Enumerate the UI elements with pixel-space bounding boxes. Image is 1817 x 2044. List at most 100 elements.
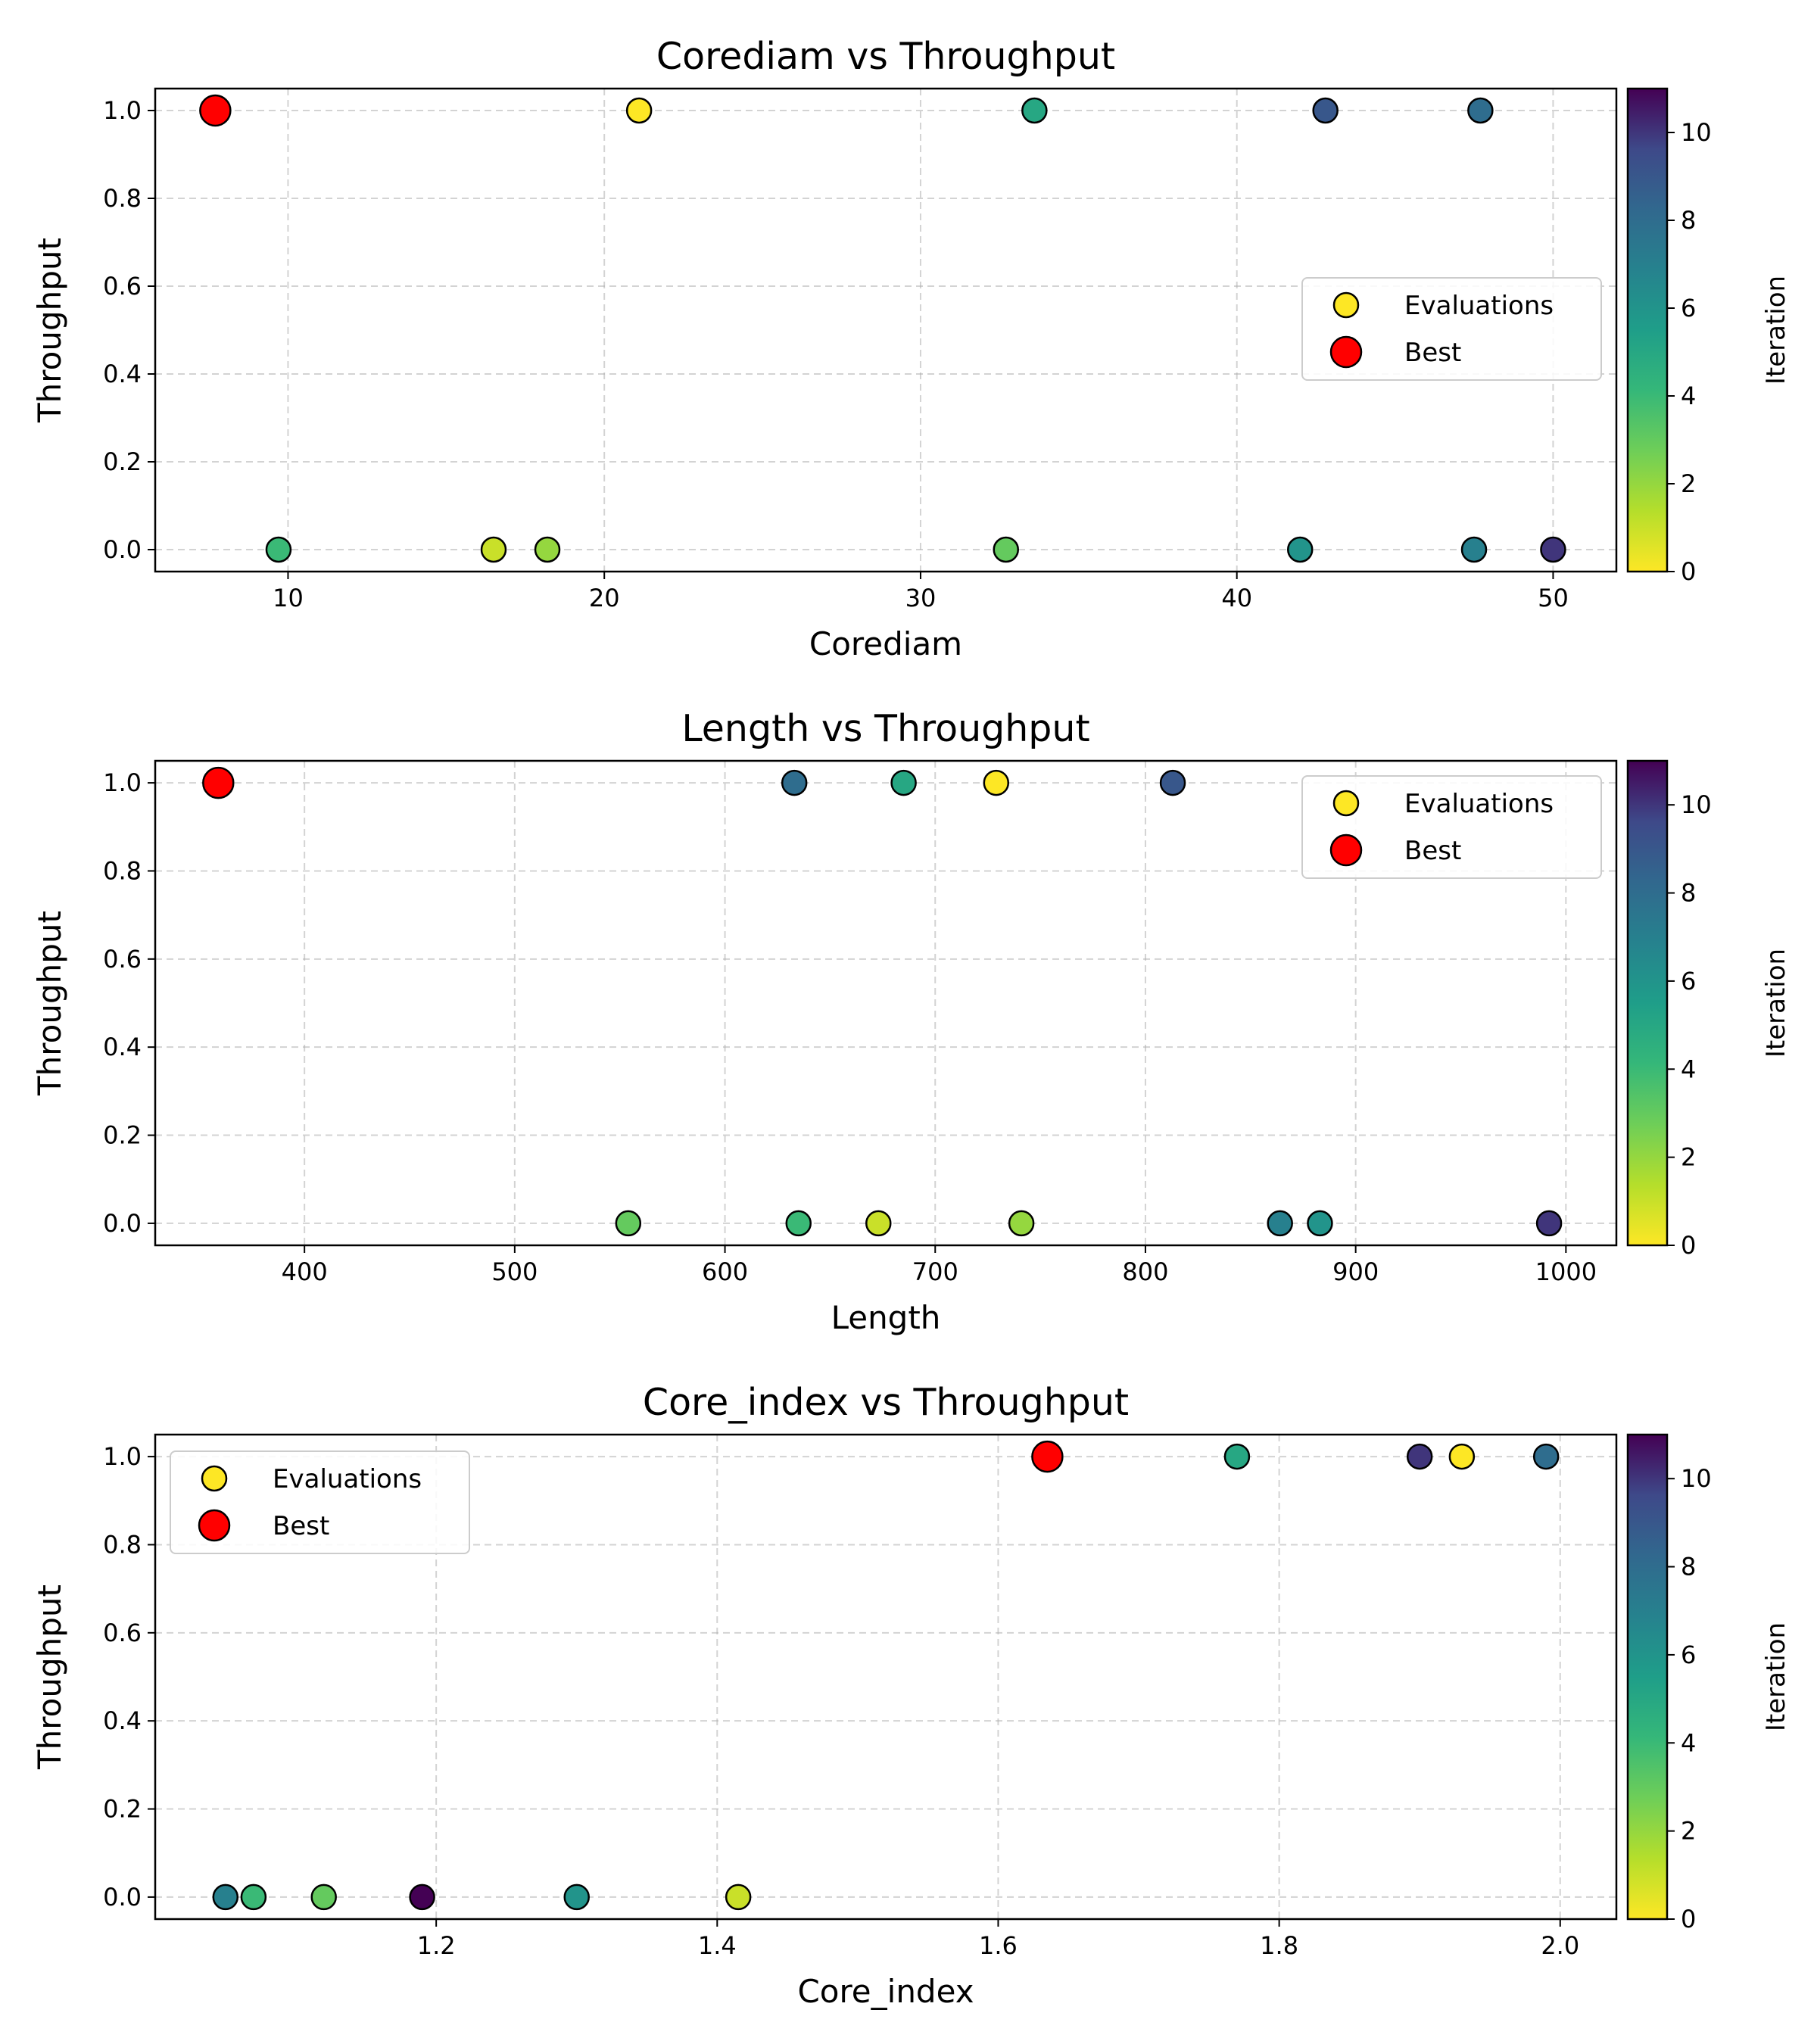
x-tick-label: 400 [282,1257,328,1286]
evaluation-point [240,1884,267,1911]
y-tick-label: 0.0 [103,535,142,564]
colorbar-tick-label: 4 [1681,1055,1696,1083]
y-tick-label: 0.6 [103,272,142,301]
evaluation-point [1008,1210,1035,1237]
legend-frame [170,1450,470,1554]
plot-area [154,759,1618,1247]
evaluation-point [865,1210,892,1237]
colorbar: 0 2 4 6 8 10 Iteration [1626,1433,1791,1933]
colorbar-tick-label: 2 [1681,1143,1696,1172]
evaluation-point [1532,1443,1560,1470]
plot-area [154,87,1618,573]
colorbar-tick-label: 0 [1681,1231,1696,1260]
x-tick-label: 1.6 [979,1931,1018,1960]
x-tick-label: 30 [905,584,937,612]
colorbar-label: Iteration [1761,276,1791,385]
y-axis-label: Throughput [31,238,68,423]
x-tick-label: 1000 [1535,1257,1597,1286]
legend-best-label: Best [1404,338,1461,368]
y-tick-label: 0.6 [103,945,142,974]
x-tick-label: 10 [273,584,304,612]
colorbar-gradient [1628,761,1667,1245]
legend-evaluations-marker [1332,291,1360,319]
colorbar-tick-label: 4 [1681,1728,1696,1757]
evaluation-point [725,1884,752,1911]
colorbar-frame [1626,1433,1669,1921]
colorbar-frame [1626,87,1669,573]
legend-evaluations-marker [1332,790,1360,817]
legend-evaluations-label: Evaluations [1404,291,1554,321]
plot-area [154,1433,1618,1921]
colorbar-tick-label: 8 [1681,206,1696,235]
colorbar-tick-label: 10 [1681,118,1712,147]
legend: Evaluations Best [1301,277,1602,381]
x-tick-label: 20 [589,584,620,612]
subplot-3: 1.2 1.4 1.6 1.8 2.0 0.0 0.2 0.4 0.6 0.8 1.0 Core_in… [31,1381,1791,2010]
colorbar-tick-label: 2 [1681,469,1696,498]
x-tick-label: 700 [912,1257,958,1286]
y-tick-label: 0.4 [103,1033,142,1061]
y-tick-label: 0.8 [103,856,142,885]
evaluation-point [890,769,917,796]
evaluation-point [409,1884,435,1911]
evaluation-point [563,1884,590,1911]
x-tick-label: 1.2 [417,1931,456,1960]
legend-frame [1301,277,1602,381]
colorbar-tick-label: 8 [1681,879,1696,908]
evaluation-point [480,536,507,563]
evaluation-point [993,536,1019,563]
y-tick-label: 1.0 [103,96,142,125]
chart-title: Core_index vs Throughput [643,1381,1129,1424]
y-tick-label: 0.4 [103,1706,142,1735]
colorbar-tick-label: 6 [1681,1640,1696,1669]
y-tick-label: 0.6 [103,1619,142,1647]
y-tick-label: 0.0 [103,1883,142,1912]
chart-title: Corediam vs Throughput [656,35,1115,78]
x-axis-label: Corediam [809,625,962,662]
legend-best-marker [198,1509,231,1542]
legend-best-label: Best [1404,836,1461,866]
y-tick-label: 0.0 [103,1209,142,1238]
legend: Evaluations Best [170,1450,470,1554]
y-axis-label: Throughput [31,1584,68,1770]
evaluation-point [781,769,808,796]
evaluation-point [1287,536,1314,563]
evaluation-point [785,1210,812,1237]
colorbar-tick-label: 4 [1681,382,1696,410]
y-tick-label: 1.0 [103,768,142,797]
chart-title: Length vs Throughput [681,707,1089,750]
colorbar-tick-label: 6 [1681,967,1696,996]
colorbar-tick-label: 0 [1681,1905,1696,1933]
evaluation-point [1535,1210,1563,1237]
colorbar-tick-label: 6 [1681,294,1696,322]
subplot-1: 10 20 30 40 50 0.0 0.2 0.4 0.6 0.8 1.0 Corediam vs … [31,35,1791,662]
evaluation-point [534,536,561,563]
colorbar-tick-label: 10 [1681,1464,1712,1493]
y-tick-label: 0.4 [103,360,142,388]
legend-best-marker [1329,833,1363,867]
best-point [202,766,235,799]
legend-best-label: Best [273,1511,329,1541]
y-tick-label: 0.2 [103,447,142,476]
evaluation-point [1159,769,1186,796]
x-tick-label: 40 [1221,584,1252,612]
evaluation-point [1540,536,1566,563]
legend-evaluations-label: Evaluations [273,1464,422,1494]
colorbar-label: Iteration [1761,949,1791,1058]
y-tick-label: 0.2 [103,1795,142,1824]
legend-evaluations-marker [201,1465,228,1492]
x-tick-label: 50 [1538,584,1569,612]
best-point [199,94,232,127]
evaluation-point [1267,1210,1293,1237]
colorbar: 0 2 4 6 8 10 Iteration [1626,759,1791,1260]
colorbar-frame [1626,759,1669,1247]
colorbar-tick-label: 10 [1681,790,1712,819]
y-tick-label: 0.8 [103,184,142,213]
colorbar-tick-label: 8 [1681,1553,1696,1581]
y-tick-label: 1.0 [103,1442,142,1471]
evaluation-point [265,536,292,563]
subplot-2: 400 500 600 700 800 900 1000 0.0 0.2 0.4 0.6 0.8 1.0… [31,707,1791,1336]
evaluation-point [212,1884,239,1911]
legend-evaluations-label: Evaluations [1404,789,1554,819]
